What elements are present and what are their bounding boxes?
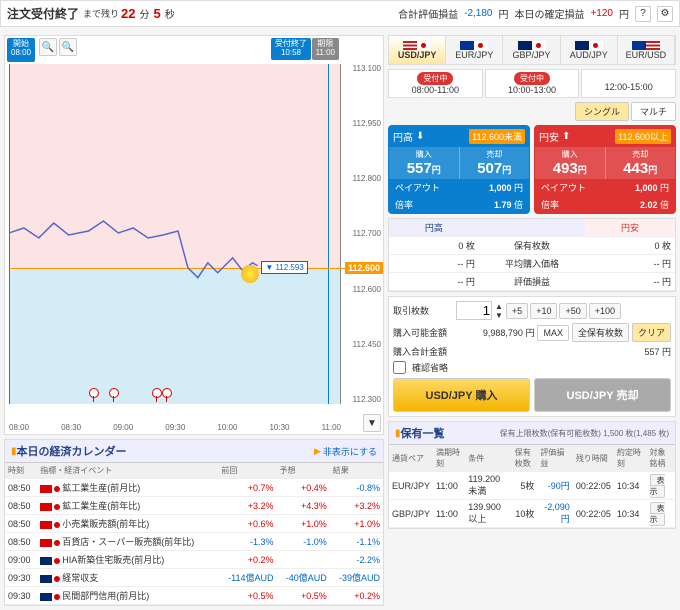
current-price-label: ▼ 112.593: [261, 261, 307, 274]
order-panel: 取引枚数 ▲▼ +5+10+50+100 購入可能金額 9,988,790 円 …: [388, 296, 676, 417]
qty-add-button[interactable]: +50: [559, 303, 586, 319]
fixed-pl: +120: [590, 8, 613, 19]
chart-y-axis: 113.100112.950112.800112.700112.600112.4…: [343, 64, 383, 404]
mode-single-button[interactable]: シングル: [575, 102, 629, 121]
trade-card-high[interactable]: 円高⬇112.600未満 購入557円 売却507円 ペイアウト1,000 円 …: [388, 125, 530, 214]
session-tabs: 受付中08:00-11:00受付中10:00-13:0012:00-15:00: [388, 69, 676, 98]
help-icon[interactable]: ?: [635, 6, 651, 22]
qty-add-button[interactable]: +5: [506, 303, 528, 319]
trade-card-low[interactable]: 円安⬆112.600以上 購入493円 売却443円 ペイアウト1,000 円 …: [534, 125, 676, 214]
chart-end-tag: 受付終了10:58: [271, 38, 311, 60]
countdown-sec: 5: [154, 6, 161, 21]
chart-event-marker: [162, 388, 172, 402]
holdings-row: EUR/JPY11:00119.200未満5枚-90円00:22:0510:34…: [389, 472, 675, 500]
pair-tab-aud-jpy[interactable]: AUD/JPY: [561, 36, 618, 64]
calendar-table: 時刻指標・経済イベント前回予想結果 08:50鉱工業生産(前月比)+0.7%+0…: [5, 463, 383, 605]
countdown-min: 22: [121, 6, 135, 21]
countdown-label: まで残り: [83, 7, 119, 20]
chart-dropdown-icon[interactable]: ▼: [363, 414, 381, 432]
show-button[interactable]: 表示: [650, 474, 665, 498]
calendar-row: 08:50鉱工業生産(前年比)+3.2%+4.3%+3.2%: [5, 497, 383, 515]
current-price-marker: [241, 265, 259, 283]
order-status-title: 注文受付終了: [7, 5, 79, 22]
eval-pl: -2,180: [464, 8, 492, 19]
calendar-hide-button[interactable]: ▶非表示にする: [314, 445, 377, 458]
chart-line: [9, 64, 341, 402]
sell-button[interactable]: USD/JPY 売却: [534, 378, 671, 412]
chart-exp-tag: 期限11:00: [312, 38, 339, 60]
chart-event-marker: [109, 388, 119, 402]
mode-multi-button[interactable]: マルチ: [631, 102, 676, 121]
pair-tab-gbp-jpy[interactable]: GBP/JPY: [503, 36, 560, 64]
holdings-title: 保有一覧: [401, 425, 445, 441]
calendar-row: 09:30民間部門信用(前月比)+0.5%+0.5%+0.2%: [5, 587, 383, 605]
calendar-title: 本日の経済カレンダー: [17, 443, 127, 459]
chart-event-marker: [89, 388, 99, 402]
session-tab[interactable]: 受付中10:00-13:00: [485, 69, 580, 98]
skip-confirm-checkbox[interactable]: [393, 361, 406, 374]
session-tab[interactable]: 受付中08:00-11:00: [388, 69, 483, 98]
calendar-row: 08:50鉱工業生産(前月比)+0.7%+0.4%-0.8%: [5, 479, 383, 497]
pair-tab-usd-jpy[interactable]: USD/JPY: [389, 36, 446, 64]
gear-icon[interactable]: ⚙: [657, 6, 673, 22]
qty-input[interactable]: [456, 301, 492, 320]
calendar-row: 09:00HIA新築住宅販売(前月比)+0.2%-2.2%: [5, 551, 383, 569]
qty-add-button[interactable]: +100: [589, 303, 621, 319]
calendar-row: 09:30経常収支-114億AUD-40億AUD-39億AUD: [5, 569, 383, 587]
position-info-table: 円高円安 0 枚保有枚数0 枚 -- 円平均購入価格-- 円 -- 円評価損益-…: [388, 218, 676, 292]
max-button[interactable]: MAX: [537, 325, 569, 341]
clear-button[interactable]: クリア: [632, 323, 671, 342]
holdings-row: GBP/JPY11:00139.900以上10枚-2,090円00:22:051…: [389, 500, 675, 528]
chart-event-marker: [152, 388, 162, 402]
holdings-table: 通貨ペア満期時刻条件保有枚数評価損益残り時間約定時刻対象銘柄 EUR/JPY11…: [389, 445, 675, 528]
buy-button[interactable]: USD/JPY 購入: [393, 378, 530, 412]
show-button[interactable]: 表示: [650, 502, 665, 526]
holdings-panel: ▮ 保有一覧 保有上限枚数(保有可能枚数) 1,500 枚(1,485 枚) 通…: [388, 421, 676, 529]
currency-pair-tabs: USD/JPYEUR/JPYGBP/JPYAUD/JPYEUR/USD: [388, 35, 676, 65]
economic-calendar: ▮ 本日の経済カレンダー ▶非表示にする 時刻指標・経済イベント前回予想結果 0…: [4, 439, 384, 606]
zoom-in-icon[interactable]: 🔍: [39, 38, 57, 56]
session-tab[interactable]: 12:00-15:00: [581, 69, 676, 98]
calendar-row: 08:50小売業販売額(前年比)+0.6%+1.0%+1.0%: [5, 515, 383, 533]
price-chart: 開始08:00 🔍 🔍 受付終了10:58 期限11:00 112.600 ▼ …: [4, 35, 384, 435]
all-holdings-button[interactable]: 全保有枚数: [572, 323, 629, 342]
chart-start-tag: 開始08:00: [7, 38, 35, 62]
pair-tab-eur-usd[interactable]: EUR/USD: [618, 36, 675, 64]
calendar-row: 08:50百貨店・スーパー販売額(前年比)-1.3%-1.0%-1.1%: [5, 533, 383, 551]
zoom-out-icon[interactable]: 🔍: [59, 38, 77, 56]
qty-add-button[interactable]: +10: [530, 303, 557, 319]
main-header: 注文受付終了 まで残り 22 分 5 秒 合計評価損益 -2,180 円 本日の…: [0, 0, 680, 27]
pair-tab-eur-jpy[interactable]: EUR/JPY: [446, 36, 503, 64]
chart-x-axis: 08:0008:3009:0009:3010:0010:3011:00: [9, 423, 341, 432]
